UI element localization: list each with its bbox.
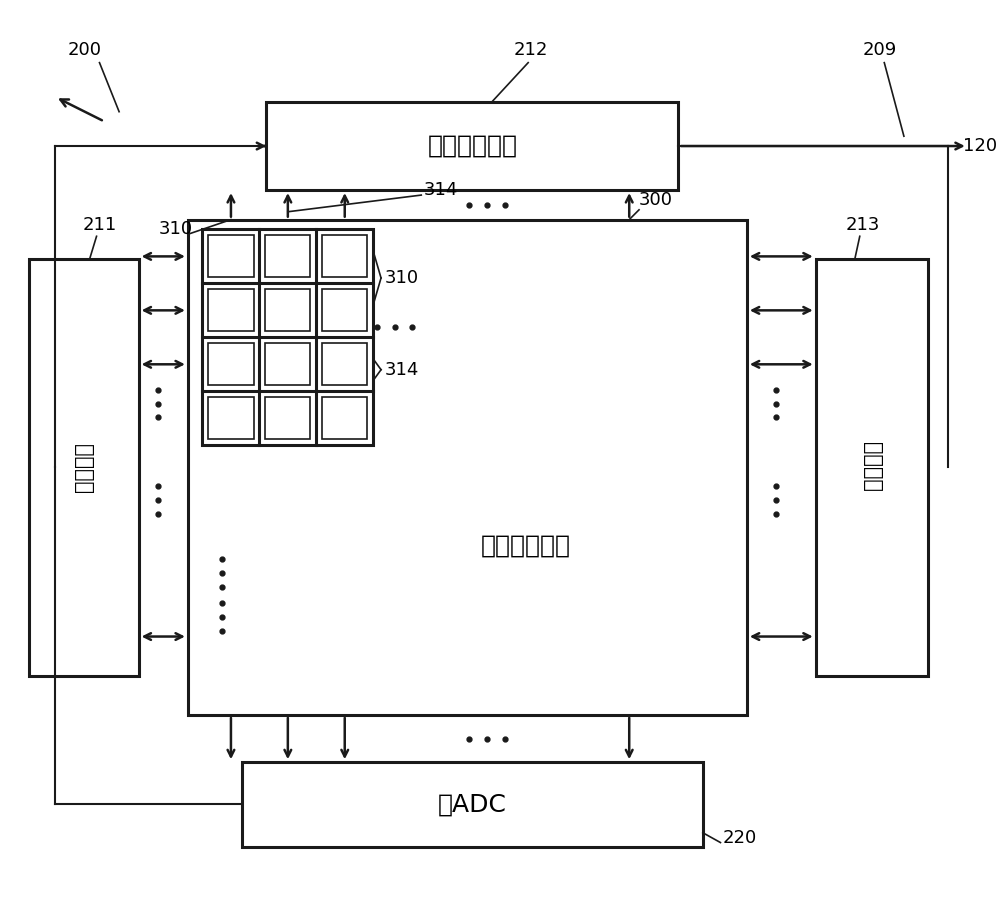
Bar <box>266 102 678 190</box>
Text: 310: 310 <box>159 221 193 239</box>
Text: 读出电路: 读出电路 <box>862 442 882 492</box>
Text: 像素阵列单元: 像素阵列单元 <box>481 533 571 557</box>
Text: 信号处理单元: 信号处理单元 <box>427 134 517 158</box>
Text: 120: 120 <box>963 137 997 155</box>
Bar <box>208 235 254 277</box>
Bar <box>188 220 747 715</box>
Bar <box>265 343 310 385</box>
Bar <box>202 230 373 446</box>
Bar <box>265 235 310 277</box>
Bar <box>242 762 703 847</box>
Text: 209: 209 <box>862 41 897 59</box>
Text: 310: 310 <box>385 269 419 287</box>
Bar <box>322 289 367 331</box>
Text: 213: 213 <box>846 216 880 233</box>
Text: 314: 314 <box>423 181 458 199</box>
Bar <box>322 397 367 439</box>
Text: 300: 300 <box>639 191 673 209</box>
Text: 314: 314 <box>385 361 419 379</box>
Text: 驱动电路: 驱动电路 <box>74 442 94 492</box>
Bar <box>322 235 367 277</box>
Bar <box>208 397 254 439</box>
Text: 220: 220 <box>722 829 757 846</box>
Bar <box>265 397 310 439</box>
Bar <box>208 343 254 385</box>
Text: 211: 211 <box>82 216 117 233</box>
Bar <box>816 259 928 676</box>
Bar <box>265 289 310 331</box>
Bar <box>322 343 367 385</box>
Text: 列ADC: 列ADC <box>438 792 507 816</box>
Bar <box>29 259 139 676</box>
Text: 212: 212 <box>514 41 548 59</box>
Bar <box>208 289 254 331</box>
Text: 200: 200 <box>68 41 102 59</box>
